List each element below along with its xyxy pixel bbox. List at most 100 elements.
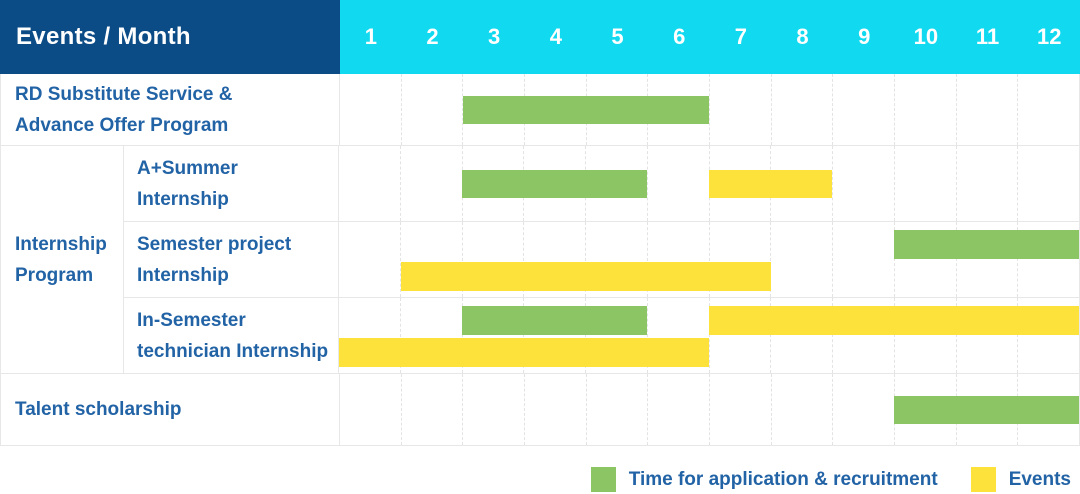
month-header-cell: 2	[426, 24, 439, 49]
month-header-cell: 5	[611, 24, 624, 49]
month-header-cell: 12	[1036, 24, 1062, 49]
month-grid-column	[710, 74, 772, 145]
month-grid-column	[957, 222, 1019, 297]
month-grid-column	[772, 74, 834, 145]
gantt-bar-events	[400, 261, 771, 291]
bar-lanes	[339, 146, 1079, 221]
gantt-bar-recruitment	[894, 395, 1079, 424]
gantt-bar-recruitment	[894, 229, 1079, 259]
bar-lanes	[339, 222, 1079, 297]
month-grid	[339, 298, 1079, 373]
month-grid-column	[401, 146, 463, 221]
month-grid-column	[463, 222, 525, 297]
legend-label-recruitment: Time for application & recruitment	[628, 468, 938, 490]
month-grid-column	[463, 374, 526, 445]
month-header-cell: 9	[858, 24, 871, 49]
month-header-cell: 7	[734, 24, 747, 49]
month-grid-column	[895, 146, 957, 221]
row-label: RD Substitute Service & Advance Offer Pro…	[1, 74, 340, 145]
month-grid-column	[524, 298, 586, 373]
events-month-header-title: Events / Month	[0, 0, 340, 74]
legend: Time for application & recruitment Event…	[0, 467, 1080, 492]
month-grid-column	[895, 222, 957, 297]
gantt-table: Events / Month 1 2 3 4 5 6 7 8 9 10 11 12 RD Substi…	[0, 0, 1080, 446]
gantt-group-row: Internship Program A+Summer Internship Semes…	[1, 146, 1079, 374]
month-grid-column	[401, 298, 463, 373]
bar-lane	[339, 146, 1079, 221]
gantt-table-body: RD Substitute Service & Advance Offer Pro…	[0, 74, 1080, 446]
month-grid-column	[524, 222, 586, 297]
month-grid-column	[957, 74, 1019, 145]
month-grid-column	[586, 222, 648, 297]
bar-lane	[339, 336, 1079, 374]
gantt-bar-events	[709, 305, 1079, 335]
month-grid-column	[339, 222, 401, 297]
month-header-cell: 8	[796, 24, 809, 49]
sub-row-label: In-Semester technician Internship	[124, 298, 339, 373]
sub-row-label: Semester project Internship	[124, 222, 339, 297]
month-header-cell: 6	[673, 24, 686, 49]
month-header-cell: 11	[975, 24, 1000, 49]
gantt-bar-events	[709, 169, 833, 198]
month-header-cell: 4	[549, 24, 562, 49]
events-swatch-icon	[970, 467, 996, 492]
row-label: Talent scholarship	[1, 374, 340, 445]
gantt-bar-recruitment	[463, 95, 710, 124]
month-grid-column	[833, 146, 895, 221]
month-grid-column	[648, 74, 711, 145]
month-grid-column	[710, 374, 772, 445]
month-grid-column	[463, 298, 525, 373]
bar-lane	[339, 260, 1079, 298]
row-chart-area	[340, 74, 1079, 145]
gantt-bar-events	[339, 337, 709, 367]
month-grid-column	[587, 374, 649, 445]
month-grid-column	[895, 74, 957, 145]
gantt-bar-recruitment	[462, 305, 648, 335]
bar-lane	[339, 298, 1079, 336]
bar-lane	[339, 222, 1079, 260]
month-grid-column	[771, 298, 833, 373]
legend-item-recruitment: Time for application & recruitment	[590, 467, 938, 492]
month-grid-column	[340, 374, 402, 445]
month-grid-column	[771, 222, 833, 297]
gantt-sub-row: Semester project Internship	[124, 222, 1079, 298]
row-chart-area	[339, 146, 1079, 221]
group-sub-rows: A+Summer Internship Semester project Intern…	[124, 146, 1079, 373]
month-grid-column	[957, 298, 1019, 373]
month-grid-column	[710, 298, 772, 373]
month-grid-column	[648, 298, 710, 373]
month-header-row: 1 2 3 4 5 6 7 8 9 10 11 12	[340, 0, 1080, 74]
month-grid	[339, 222, 1079, 297]
month-grid-column	[648, 222, 710, 297]
legend-label-events: Events	[1008, 468, 1071, 490]
month-grid-column	[833, 222, 895, 297]
month-header-cell: 1	[364, 24, 377, 49]
month-grid-column	[525, 374, 587, 445]
month-grid-column	[957, 146, 1019, 221]
gantt-row: Talent scholarship	[1, 374, 1079, 445]
month-grid-column	[771, 146, 833, 221]
recruitment-swatch-icon	[590, 467, 616, 492]
month-grid-column	[833, 298, 895, 373]
legend-item-events: Events	[970, 467, 1071, 492]
gantt-bar-recruitment	[462, 169, 648, 198]
table-header-row: Events / Month 1 2 3 4 5 6 7 8 9 10 11 12	[0, 0, 1080, 74]
gantt-sub-row: In-Semester technician Internship	[124, 298, 1079, 373]
row-chart-area	[340, 374, 1079, 445]
month-grid-column	[586, 298, 648, 373]
bar-lane	[340, 374, 1079, 445]
row-chart-area	[339, 222, 1079, 297]
bar-lanes	[339, 298, 1079, 373]
month-grid-column	[895, 298, 957, 373]
month-grid-column	[772, 374, 834, 445]
month-grid-column	[648, 374, 711, 445]
month-header-cell: 3	[488, 24, 501, 49]
month-grid-column	[833, 74, 896, 145]
month-grid-column	[402, 74, 464, 145]
month-grid-column	[402, 374, 464, 445]
bar-lane	[340, 74, 1079, 145]
month-grid-column	[340, 74, 402, 145]
month-grid-column	[339, 146, 401, 221]
gantt-sub-row: A+Summer Internship	[124, 146, 1079, 222]
